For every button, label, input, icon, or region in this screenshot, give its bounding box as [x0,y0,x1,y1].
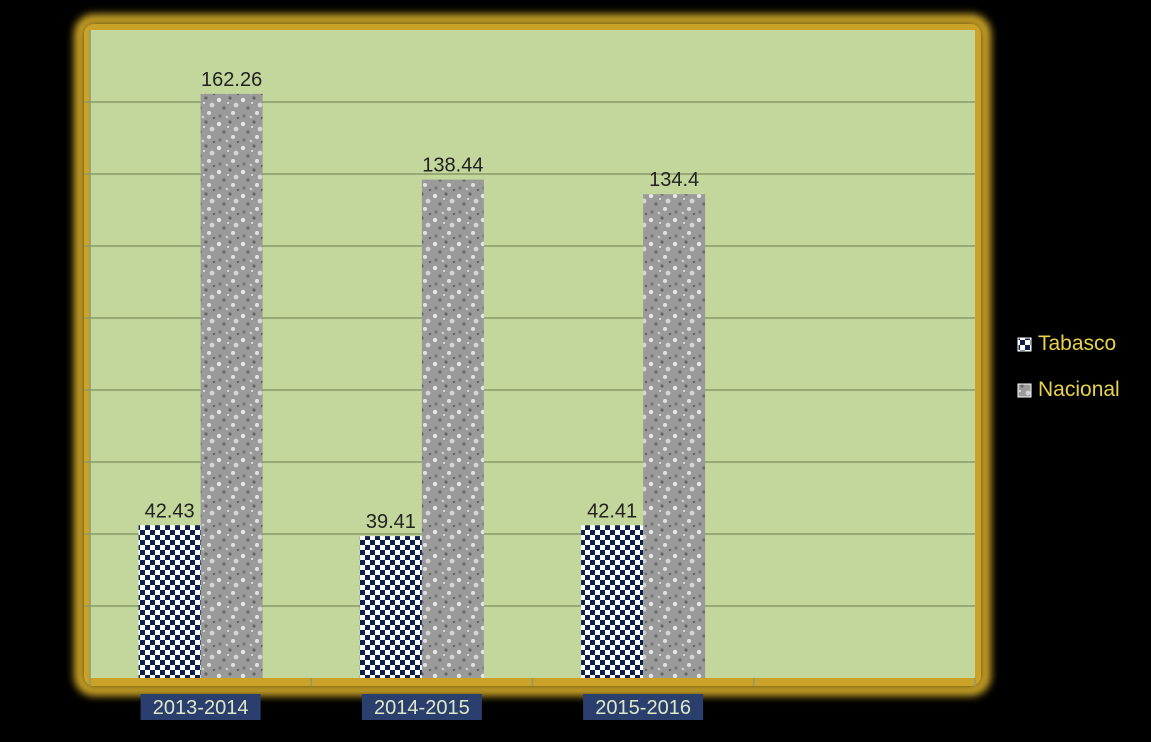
x-tick-label: 2014-2015 [374,697,470,719]
bar-nacional [643,194,706,678]
bar-nacional [421,179,484,678]
granite-swatch-icon [1017,383,1032,398]
x-tick-label: 2015-2016 [595,697,691,719]
data-label-tabasco: 39.41 [366,511,416,533]
bar-nacional [200,93,263,678]
category-label-highlight [361,694,482,720]
data-label-nacional: 162.26 [201,69,262,91]
legend-item-tabasco: Tabasco [1017,332,1116,355]
checker-swatch-icon [1017,337,1032,352]
bar-tabasco [138,525,201,678]
legend-label: Nacional [1038,378,1120,401]
data-label-nacional: 138.44 [422,155,483,177]
category-label-highlight [583,694,704,720]
bar-tabasco [359,536,422,678]
data-label-nacional: 134.4 [649,169,699,191]
bar-tabasco [581,525,644,678]
x-tick-label: 2013-2014 [153,697,249,719]
legend-item-nacional: Nacional [1017,378,1120,401]
legend-label: Tabasco [1038,332,1116,355]
category-label-highlight [140,694,261,720]
data-label-tabasco: 42.43 [145,500,195,522]
data-label-tabasco: 42.41 [587,500,637,522]
plot-frame-glow [74,14,991,696]
